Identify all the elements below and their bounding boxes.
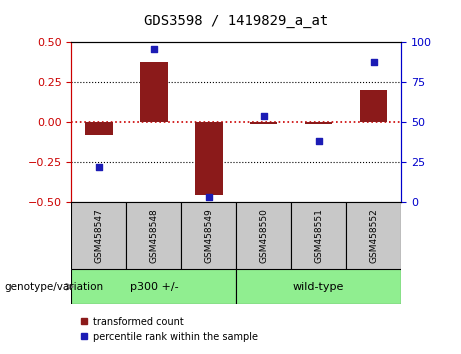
Bar [236, 202, 291, 269]
Bar [85, 122, 112, 135]
Text: GSM458549: GSM458549 [204, 208, 213, 263]
Point [205, 194, 213, 200]
Point [315, 138, 322, 144]
Bar [71, 269, 236, 304]
Bar [360, 90, 387, 122]
Text: wild-type: wild-type [293, 282, 344, 292]
Text: GSM458547: GSM458547 [95, 208, 103, 263]
Bar [71, 202, 126, 269]
Bar [305, 122, 332, 124]
Text: GSM458548: GSM458548 [149, 208, 159, 263]
Legend: transformed count, percentile rank within the sample: transformed count, percentile rank withi… [77, 313, 262, 346]
Text: genotype/variation: genotype/variation [5, 282, 104, 292]
Bar [250, 122, 278, 124]
Text: GSM458552: GSM458552 [369, 208, 378, 263]
Bar [236, 269, 401, 304]
Bar [195, 122, 223, 195]
Bar [126, 202, 181, 269]
Text: GSM458550: GSM458550 [259, 208, 268, 263]
Point [95, 164, 103, 170]
Point [370, 59, 377, 64]
Text: GSM458551: GSM458551 [314, 208, 323, 263]
Point [260, 113, 267, 119]
Point [150, 46, 158, 52]
Bar [346, 202, 401, 269]
Bar [291, 202, 346, 269]
Text: GDS3598 / 1419829_a_at: GDS3598 / 1419829_a_at [144, 14, 328, 28]
Bar [181, 202, 236, 269]
Bar [140, 62, 168, 122]
Text: p300 +/-: p300 +/- [130, 282, 178, 292]
